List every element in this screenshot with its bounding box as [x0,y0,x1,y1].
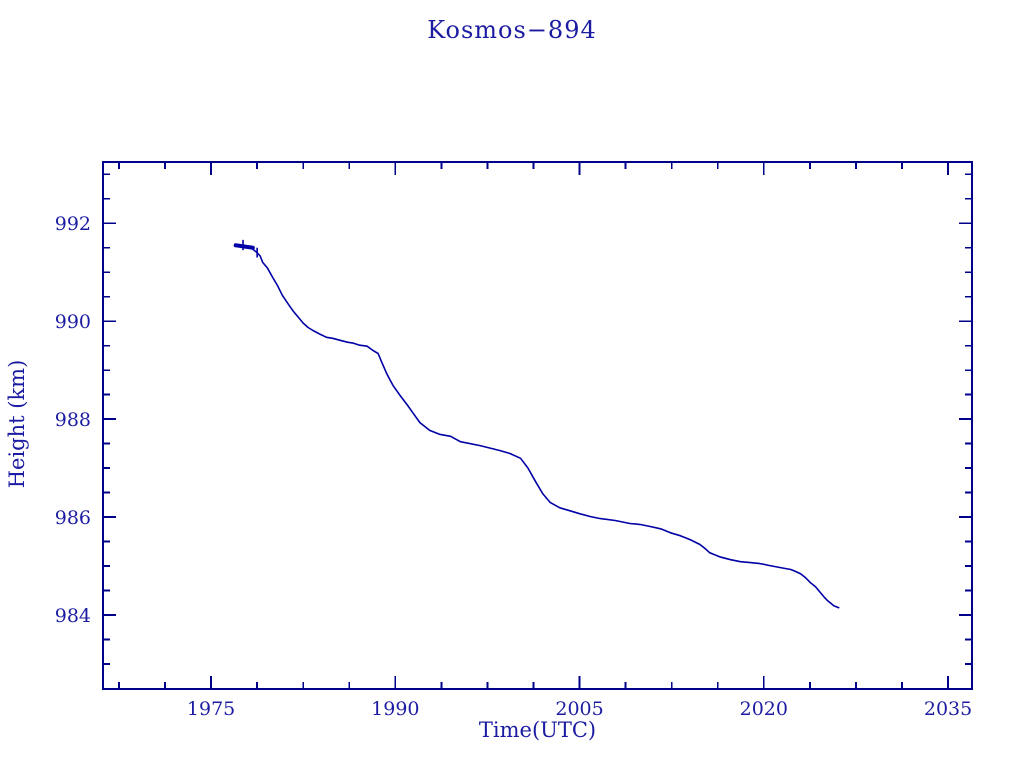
x-axis-ticks [118,162,949,689]
x-tick-label: 2020 [740,698,788,720]
x-axis-title: Time(UTC) [478,718,597,742]
y-axis-ticks [103,173,972,665]
y-tick-label: 988 [55,409,91,431]
y-tick-labels: 984 986 988 990 992 [55,213,91,627]
data-series-line [233,239,840,609]
plot-frame [102,161,973,690]
plot-border [102,161,973,690]
x-tick-label: 2005 [555,698,603,720]
x-tick-label: 1975 [187,698,235,720]
x-tick-labels: 1975 1990 2005 2020 2035 [187,698,972,720]
x-tick-label: 2035 [924,698,972,720]
y-tick-label: 984 [55,605,91,627]
dense-data-segment [233,243,255,250]
chart-title: Kosmos−894 [427,16,597,44]
y-tick-label: 986 [55,507,91,529]
y-tick-label: 992 [55,213,91,235]
y-tick-label: 990 [55,311,91,333]
orbital-height-curve [234,244,840,609]
x-tick-label: 1990 [371,698,419,720]
